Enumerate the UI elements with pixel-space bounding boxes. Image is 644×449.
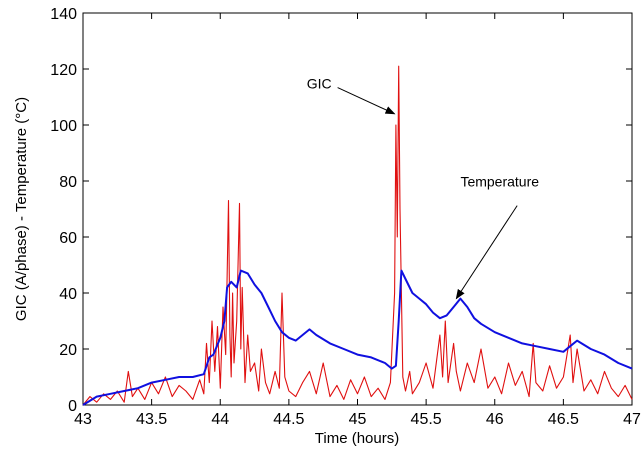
- annotation-label: Temperature: [460, 174, 539, 190]
- y-axis-label: GIC (A/phase) - Temperature (°C): [13, 97, 30, 321]
- x-tick-label: 44: [211, 411, 229, 428]
- y-tick-label: 120: [50, 62, 77, 79]
- y-tick-label: 20: [59, 342, 77, 359]
- y-tick-label: 140: [50, 6, 77, 23]
- x-tick-label: 45: [349, 411, 367, 428]
- y-tick-label: 40: [59, 286, 77, 303]
- series-line-temperature: [82, 269, 633, 406]
- x-tick-label: 47: [623, 411, 641, 428]
- plot-frame: [82, 12, 633, 406]
- x-tick-label: 45.5: [411, 411, 442, 428]
- series-layer: [82, 65, 633, 406]
- y-tick-label: 80: [59, 174, 77, 191]
- x-tick-label: 44.5: [273, 411, 304, 428]
- annotation-arrow: [455, 205, 518, 300]
- series-line-gic: [82, 65, 633, 406]
- annotation-arrow: [337, 87, 396, 115]
- axis-ticks: 43 43.5 44 44.5 45 45.5 46 46.5 47 0 20 40 60 80 100 12…: [50, 6, 641, 428]
- y-tick-label: 0: [68, 398, 77, 415]
- x-tick-label: 43.5: [136, 411, 167, 428]
- x-tick-label: 46.5: [548, 411, 579, 428]
- x-tick-label: 46: [486, 411, 504, 428]
- x-tick-label: 43: [74, 411, 92, 428]
- annotation-label: GIC: [307, 76, 332, 92]
- y-tick-label: 60: [59, 230, 77, 247]
- annotation-layer: GIC Temperature: [307, 76, 539, 300]
- y-tick-label: 100: [50, 118, 77, 135]
- x-axis-label: Time (hours): [315, 430, 399, 447]
- axis-labels: Time (hours) GIC (A/phase) - Temperature…: [13, 97, 399, 447]
